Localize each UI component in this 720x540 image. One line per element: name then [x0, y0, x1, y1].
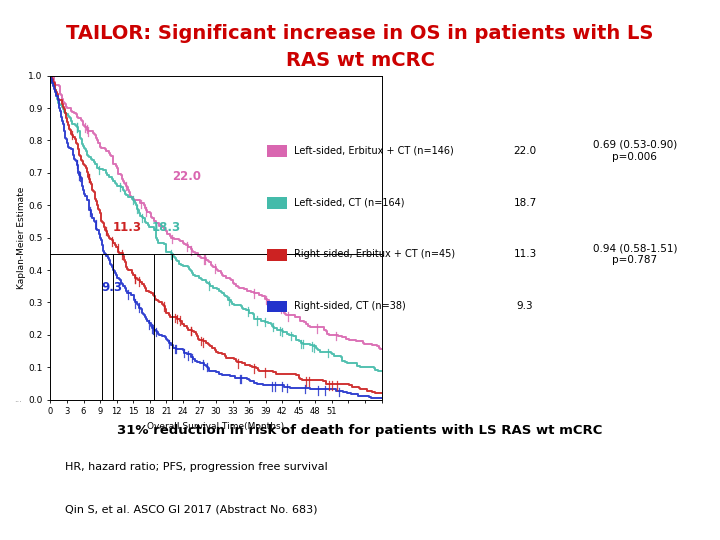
Text: Subgroup, arm (n): Subgroup, arm (n) [320, 94, 429, 104]
Text: Median,
months: Median, months [502, 88, 549, 110]
Text: HR (95% CI)
p-value: HR (95% CI) p-value [600, 88, 670, 110]
Text: 11.3: 11.3 [113, 221, 142, 234]
Text: 31% reduction in risk of death for patients with LS RAS wt mCRC: 31% reduction in risk of death for patie… [117, 424, 603, 437]
Text: Left-sided, CT (n=164): Left-sided, CT (n=164) [294, 198, 405, 207]
Text: ...: ... [14, 395, 22, 404]
Text: 22.0: 22.0 [513, 146, 536, 156]
Text: 22.0: 22.0 [172, 170, 201, 183]
Text: HR, hazard ratio; PFS, progression free survival: HR, hazard ratio; PFS, progression free … [65, 462, 328, 472]
Text: 9.3: 9.3 [517, 301, 534, 311]
Bar [267, 301, 287, 313]
Text: Right-sided, Erbitux + CT (n=45): Right-sided, Erbitux + CT (n=45) [294, 249, 455, 259]
Text: 11.3: 11.3 [513, 249, 537, 259]
Text: 18.3: 18.3 [151, 221, 181, 234]
Text: Left-sided, Erbitux + CT (n=146): Left-sided, Erbitux + CT (n=146) [294, 146, 454, 156]
Y-axis label: Kaplan-Meier Estimate: Kaplan-Meier Estimate [17, 186, 26, 289]
Text: 0.94 (0.58-1.51)
p=0.787: 0.94 (0.58-1.51) p=0.787 [593, 244, 677, 265]
X-axis label: Overall Survival Time(Months): Overall Survival Time(Months) [148, 422, 284, 431]
Text: 9.3: 9.3 [102, 281, 122, 294]
Bar [267, 249, 287, 261]
Text: 18.7: 18.7 [513, 198, 537, 207]
Bar [267, 197, 287, 209]
Bar [267, 145, 287, 157]
Text: 0.69 (0.53-0.90)
p=0.006: 0.69 (0.53-0.90) p=0.006 [593, 140, 677, 161]
Text: TAILOR: Significant increase in OS in patients with LS: TAILOR: Significant increase in OS in pa… [66, 24, 654, 43]
Text: RAS wt mCRC: RAS wt mCRC [286, 51, 434, 70]
Text: Right-sided, CT (n=38): Right-sided, CT (n=38) [294, 301, 406, 311]
Text: Qin S, et al. ASCO GI 2017 (Abstract No. 683): Qin S, et al. ASCO GI 2017 (Abstract No.… [65, 505, 318, 515]
